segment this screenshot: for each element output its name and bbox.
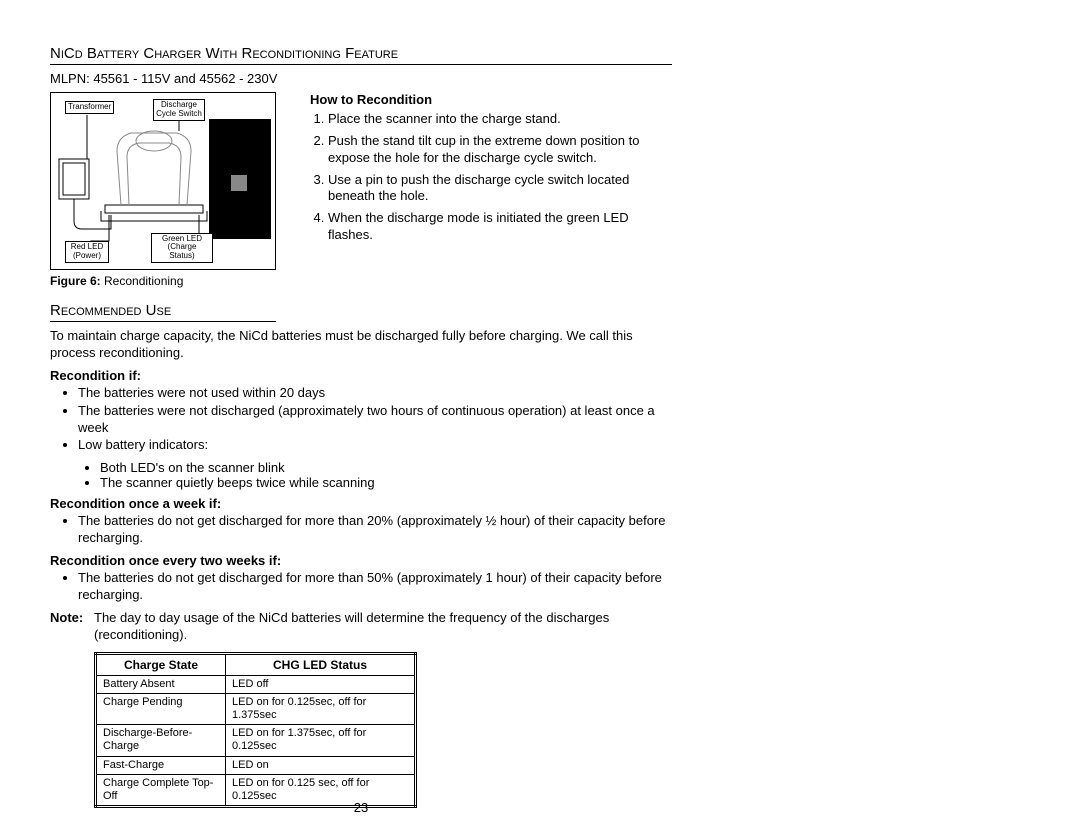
led-status-table: Charge State CHG LED Status Battery Abse…	[94, 652, 417, 809]
section-heading-charger: NiCd Battery Charger With Reconditioning…	[50, 45, 672, 65]
list-item: The batteries were not discharged (appro…	[78, 403, 672, 437]
two-column-layout: Transformer Discharge Cycle Switch	[50, 92, 672, 288]
recondition-two-weeks-list: The batteries do not get discharged for …	[50, 570, 672, 604]
list-item: The batteries do not get discharged for …	[78, 570, 672, 604]
mlpn-text: MLPN: 45561 - 115V and 45562 - 230V	[50, 71, 672, 86]
table-header-row: Charge State CHG LED Status	[96, 653, 416, 675]
list-item: The scanner quietly beeps twice while sc…	[100, 475, 672, 490]
intro-text: To maintain charge capacity, the NiCd ba…	[50, 328, 672, 362]
list-item: Low battery indicators:	[78, 437, 672, 454]
howto-column: How to Recondition Place the scanner int…	[310, 92, 672, 288]
step-2: Push the stand tilt cup in the extreme d…	[328, 133, 672, 166]
col-charge-state: Charge State	[96, 653, 226, 675]
list-item: The batteries do not get discharged for …	[78, 513, 672, 547]
step-3: Use a pin to push the discharge cycle sw…	[328, 172, 672, 205]
page-number: 23	[50, 800, 672, 815]
section-heading-recommended: Recommended Use	[50, 302, 276, 322]
step-1: Place the scanner into the charge stand.	[328, 111, 672, 127]
col-chg-led: CHG LED Status	[226, 653, 416, 675]
label-green-led: Green LED (Charge Status)	[151, 233, 213, 263]
table-row: Fast-ChargeLED on	[96, 756, 416, 774]
how-to-heading: How to Recondition	[310, 92, 672, 107]
note-text: The day to day usage of the NiCd batteri…	[94, 610, 672, 644]
note-label: Note:	[50, 610, 94, 644]
recondition-two-weeks-heading: Recondition once every two weeks if:	[50, 553, 672, 568]
step-4: When the discharge mode is initiated the…	[328, 210, 672, 243]
document-page: NiCd Battery Charger With Reconditioning…	[50, 45, 672, 808]
recondition-week-heading: Recondition once a week if:	[50, 496, 672, 511]
label-red-led: Red LED (Power)	[65, 241, 109, 263]
how-to-steps: Place the scanner into the charge stand.…	[310, 111, 672, 243]
figure-column: Transformer Discharge Cycle Switch	[50, 92, 290, 288]
table-row: Discharge-Before-ChargeLED on for 1.375s…	[96, 725, 416, 756]
figure-reconditioning: Transformer Discharge Cycle Switch	[50, 92, 276, 270]
table-row: Battery AbsentLED off	[96, 675, 416, 693]
figure-caption: Figure 6: Reconditioning	[50, 274, 290, 288]
recondition-if-list: The batteries were not used within 20 da…	[50, 385, 672, 455]
note-row: Note: The day to day usage of the NiCd b…	[50, 610, 672, 644]
list-item: The batteries were not used within 20 da…	[78, 385, 672, 402]
table-row: Charge PendingLED on for 0.125sec, off f…	[96, 693, 416, 724]
list-item: Both LED's on the scanner blink	[100, 460, 672, 475]
recondition-if-heading: Recondition if:	[50, 368, 672, 383]
recondition-week-list: The batteries do not get discharged for …	[50, 513, 672, 547]
low-battery-sublist: Both LED's on the scanner blink The scan…	[50, 460, 672, 490]
